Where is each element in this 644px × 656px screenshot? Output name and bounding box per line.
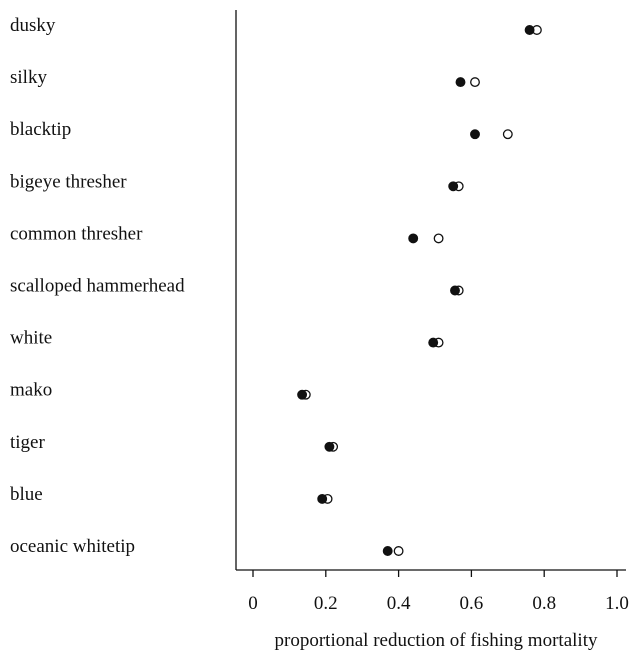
data-points	[297, 25, 542, 556]
filled-point	[297, 389, 308, 400]
open-point	[502, 129, 513, 140]
filled-point	[408, 233, 419, 244]
x-tick-label: 0.8	[532, 593, 556, 614]
category-label: mako	[10, 380, 52, 401]
category-label: common thresher	[10, 223, 143, 244]
category-label: blacktip	[10, 119, 71, 140]
filled-point	[524, 25, 535, 35]
category-label: bigeye thresher	[10, 171, 127, 192]
x-ticks: 0 0.2 0.4 0.6 0.8 1.0	[248, 570, 629, 614]
x-tick-label: 1.0	[605, 593, 629, 614]
filled-point	[448, 181, 459, 192]
category-label: dusky	[10, 15, 56, 36]
x-tick-label: 0.4	[387, 593, 411, 614]
x-tick-label: 0	[248, 593, 258, 614]
x-tick-label: 0.6	[460, 593, 484, 614]
category-label: oceanic whitetip	[10, 536, 135, 557]
open-point	[470, 77, 480, 88]
x-axis-title: proportional reduction of fishing mortal…	[275, 630, 598, 651]
filled-point	[450, 285, 460, 296]
category-label: blue	[10, 484, 43, 505]
open-point	[393, 546, 404, 556]
axes	[235, 10, 626, 571]
filled-point	[317, 493, 328, 504]
filled-point	[455, 77, 466, 88]
category-label: scalloped hammerhead	[10, 276, 185, 297]
x-tick-label: 0.2	[314, 593, 338, 614]
filled-point	[470, 129, 480, 140]
filled-point	[324, 441, 335, 452]
open-point	[433, 233, 444, 244]
category-label: tiger	[10, 432, 45, 453]
category-label: silky	[10, 67, 47, 88]
filled-point	[382, 546, 393, 556]
category-labels: dusky silky blacktip bigeye thresher common …	[10, 15, 185, 557]
filled-point	[428, 337, 439, 348]
category-label: white	[10, 328, 52, 349]
